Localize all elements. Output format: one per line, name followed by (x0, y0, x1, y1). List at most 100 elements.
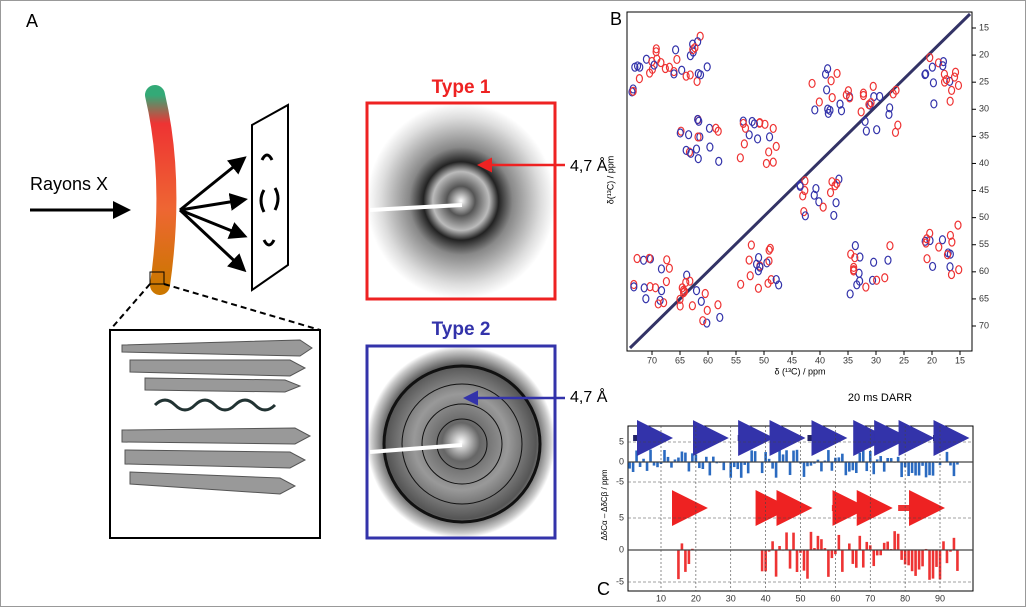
bar (677, 550, 680, 580)
peak (801, 176, 809, 186)
peak (764, 278, 772, 288)
bar (813, 548, 816, 550)
peak (676, 294, 684, 304)
bar (827, 450, 830, 462)
x-tick-label: 45 (787, 355, 797, 365)
bar (851, 550, 855, 564)
peak (824, 108, 832, 118)
peak (682, 277, 690, 287)
bar (802, 462, 806, 477)
peak (867, 98, 875, 108)
bar (910, 462, 914, 473)
peak (740, 139, 748, 149)
y-tick-label: 45 (979, 185, 989, 195)
peak (954, 80, 963, 91)
peak (772, 274, 780, 285)
bar (820, 539, 823, 550)
peak (640, 283, 648, 293)
bar (781, 454, 785, 462)
peak (652, 47, 660, 57)
peak (765, 147, 773, 157)
bar (921, 550, 924, 567)
peak (935, 242, 943, 252)
beamstop (369, 443, 463, 454)
x-tick-label: 35 (843, 355, 853, 365)
bar (917, 462, 921, 476)
bar (848, 543, 851, 550)
bar (712, 456, 715, 462)
peak (694, 132, 702, 142)
peak (662, 276, 670, 287)
peak (678, 65, 686, 75)
x-tick-label: 10 (656, 593, 666, 603)
bar (708, 462, 712, 476)
bar (806, 550, 809, 579)
peak (884, 255, 892, 265)
bar (855, 550, 858, 568)
bar (774, 462, 778, 478)
detector-pattern (259, 153, 280, 247)
bar (767, 550, 771, 552)
peak (928, 261, 937, 272)
spacing-label: 4,7 Å (570, 387, 608, 406)
bar (732, 462, 736, 468)
peak (824, 64, 832, 74)
bar (764, 452, 767, 462)
xray-label: Rayons X (30, 174, 108, 194)
y-tick-label: 35 (979, 131, 989, 141)
x-tick-label: 15 (955, 355, 965, 365)
bar (638, 462, 642, 467)
y-tick-label: 65 (979, 293, 989, 303)
peak (694, 154, 702, 164)
caption: 20 ms DARR (848, 392, 912, 404)
bar (848, 462, 851, 472)
peak (837, 106, 846, 116)
x-tick-label: 50 (795, 593, 805, 603)
bar (656, 462, 659, 468)
bar (949, 550, 952, 552)
peak (833, 178, 841, 188)
peak (946, 96, 954, 106)
peak (810, 190, 818, 200)
peak (694, 69, 702, 79)
peak (801, 211, 809, 221)
bar (736, 462, 740, 470)
y-tick-label: 0 (619, 456, 624, 466)
beamstop (369, 203, 463, 212)
peak (799, 191, 807, 201)
peak (676, 128, 684, 138)
bar (893, 531, 896, 550)
peak (745, 255, 753, 265)
bar (879, 456, 883, 462)
peak (765, 256, 773, 266)
peak (923, 234, 931, 244)
bar (684, 452, 687, 462)
peak (815, 197, 823, 207)
x-tick-label: 55 (731, 355, 741, 365)
bar (865, 462, 869, 472)
peak (870, 257, 878, 267)
zoom-lines (109, 283, 321, 331)
peak (892, 85, 900, 95)
peak (686, 70, 694, 80)
peak (750, 119, 758, 129)
bar (771, 541, 774, 550)
bar (663, 449, 666, 462)
peak (695, 116, 703, 126)
y-axis-label: ΔδCα – ΔδCβ / ppm (600, 469, 609, 540)
peak (939, 56, 948, 67)
peak (712, 123, 720, 133)
bar (868, 450, 872, 462)
y-tick-label: 5 (619, 512, 624, 522)
peak (739, 118, 747, 129)
peak (894, 120, 902, 130)
y-tick-label: 60 (979, 266, 989, 276)
peak (922, 69, 930, 79)
peak (922, 238, 930, 248)
peak (676, 301, 684, 311)
bar (886, 541, 889, 550)
peak (766, 243, 774, 253)
peak (930, 99, 938, 109)
bar (771, 462, 774, 469)
x-tick-label: 80 (900, 593, 910, 603)
